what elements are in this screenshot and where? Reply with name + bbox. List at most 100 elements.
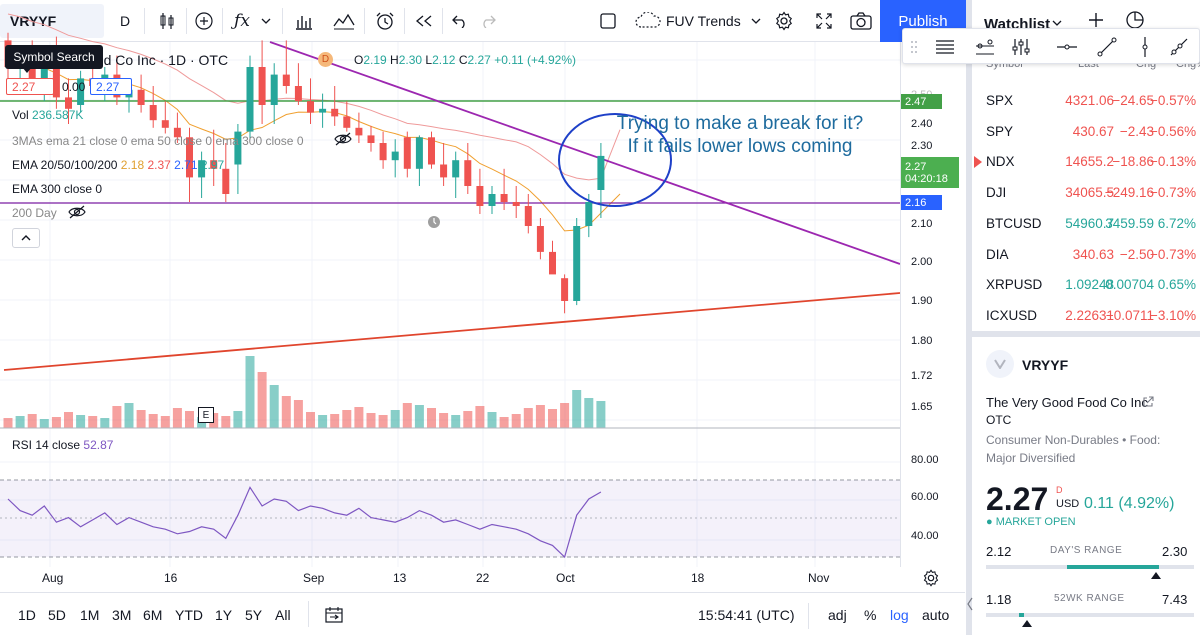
range-5d-button[interactable]: 5D <box>48 606 66 623</box>
details-industry[interactable]: Major Diversified <box>986 451 1076 465</box>
watchlist-dropdown-icon[interactable] <box>1052 17 1062 29</box>
candle-body <box>161 120 169 128</box>
axis-settings-gear-icon[interactable] <box>922 569 940 592</box>
text-align-icon[interactable] <box>931 33 959 61</box>
ask-price-box[interactable]: 2.27 <box>90 78 132 95</box>
purple-line-price-label: 2.16 <box>901 195 942 210</box>
details-sector-line: Consumer Non-Durables • Food: <box>986 433 1161 447</box>
range-all-button[interactable]: All <box>275 606 291 623</box>
log-toggle[interactable]: log <box>890 606 909 623</box>
bid-price-box[interactable]: 2.27 <box>6 78 54 95</box>
range-1m-button[interactable]: 1M <box>80 606 100 623</box>
auto-toggle[interactable]: auto <box>922 606 950 623</box>
panel-scroll-arrow-icon[interactable] <box>966 596 974 616</box>
interval-button[interactable]: D <box>110 0 140 42</box>
watchlist-chgp: 0.65% <box>1157 277 1196 293</box>
right-sidebar: Watchlist Symbol Last Chg Chg% SPX4321.0… <box>966 0 1200 635</box>
watchlist-row[interactable]: XRPUSD 1.09248 0.00704 0.65% <box>972 269 1200 300</box>
candle-body <box>512 202 520 206</box>
price-axis[interactable]: 2.50 2.40 2.30 2.20 2.10 2.00 1.90 1.80 … <box>900 42 965 567</box>
layout-selector-button[interactable]: FUV Trends <box>634 0 764 42</box>
ema300-legend: EMA 300 close 0 <box>12 182 103 196</box>
clock-timezone[interactable]: 15:54:41 (UTC) <box>698 606 795 623</box>
dividend-marker[interactable]: D <box>318 52 333 67</box>
range-1y-button[interactable]: 1Y <box>215 606 233 623</box>
earnings-marker[interactable]: E <box>198 407 214 423</box>
range-5y-button[interactable]: 5Y <box>245 606 263 623</box>
undo-icon[interactable] <box>448 0 472 42</box>
sliders-icon[interactable] <box>1007 33 1035 61</box>
ray-line-icon[interactable] <box>1165 33 1193 61</box>
range-1d-button[interactable]: 1D <box>18 606 36 623</box>
watchlist-symbol: DJI <box>986 185 1007 201</box>
candle-body <box>597 155 605 190</box>
settings-gear-icon[interactable] <box>770 0 798 42</box>
percent-toggle[interactable]: % <box>864 606 877 623</box>
details-sector[interactable]: Consumer Non-Durables <box>986 433 1119 447</box>
range-3m-button[interactable]: 3M <box>112 606 132 623</box>
collapse-legend-button[interactable] <box>12 228 40 248</box>
add-symbol-icon[interactable] <box>1088 12 1104 33</box>
watchlist-last: 2.22631 <box>1065 307 1114 323</box>
symbol-search-button[interactable]: VRYYF <box>0 4 104 38</box>
range-ytd-button[interactable]: YTD <box>175 606 203 623</box>
hidden-eye-icon[interactable] <box>334 132 352 151</box>
chart-annotation[interactable]: Trying to make a break for it? If it fai… <box>595 112 885 158</box>
watchlist-row[interactable]: SPY 430.67 −2.43 −0.56% <box>972 116 1200 147</box>
ask-text: 2.27 <box>96 79 120 94</box>
watchlist-row[interactable]: DJI 34065.5 −249.16 −0.73% <box>972 177 1200 208</box>
replay-icon[interactable] <box>410 0 438 42</box>
uptrend-line <box>3 292 900 371</box>
fullscreen-icon[interactable] <box>810 0 838 42</box>
price-chart[interactable] <box>0 0 900 592</box>
vertical-line-icon[interactable] <box>1131 33 1159 61</box>
alert-clock-icon[interactable] <box>370 0 400 42</box>
horizontal-line-icon[interactable] <box>1053 33 1081 61</box>
candle-body <box>319 108 327 113</box>
details-company-name[interactable]: The Very Good Food Co Inc <box>986 395 1148 410</box>
drag-handle-icon[interactable] <box>905 33 923 61</box>
camera-snapshot-icon[interactable] <box>846 0 876 42</box>
volume-bar <box>366 413 376 428</box>
candle-body <box>391 151 399 161</box>
chevron-down-icon[interactable] <box>258 0 274 42</box>
layout-square-icon[interactable] <box>594 0 622 42</box>
candles-icon[interactable] <box>150 0 184 42</box>
watchlist-row[interactable]: ICXUSD 2.22631 −0.0711 −3.10% <box>972 300 1200 331</box>
goto-date-icon[interactable] <box>325 593 343 635</box>
panel-divider <box>972 331 1200 337</box>
hidden-eye-icon[interactable] <box>68 205 86 224</box>
time-tick: 16 <box>164 571 178 585</box>
bars-chart-icon[interactable] <box>288 0 320 42</box>
templates-icon[interactable] <box>328 0 360 42</box>
watchlist-row[interactable]: SPX 4321.06 −24.65 −0.57% <box>972 85 1200 116</box>
rsi-value: 52.87 <box>83 438 114 452</box>
cloud-icon <box>635 12 661 28</box>
downtrend-line <box>269 41 900 265</box>
watchlist-chgp: −0.13% <box>1150 154 1197 170</box>
add-compare-icon[interactable] <box>190 0 218 42</box>
toolbar-divider <box>186 8 187 34</box>
volume-bar <box>402 403 412 428</box>
watchlist-row[interactable]: BTCUSD 54960.7 3459.59 6.72% <box>972 208 1200 239</box>
interval-text: D <box>119 13 131 29</box>
ema-200-value: 2.97 <box>200 158 225 172</box>
wk-range-fill <box>1019 613 1024 617</box>
redo-icon[interactable] <box>476 0 500 42</box>
volume-bar <box>112 406 122 428</box>
trend-line-icon[interactable] <box>1093 33 1121 61</box>
details-symbol[interactable]: VRYYF <box>1022 357 1069 373</box>
close-value: 2.27 <box>467 53 491 67</box>
trend-angle-icon[interactable] <box>971 33 999 61</box>
watchlist-row[interactable]: DIA 340.63 −2.50 −0.73% <box>972 239 1200 270</box>
adj-toggle[interactable]: adj <box>828 606 847 623</box>
external-link-icon[interactable] <box>1142 395 1154 413</box>
watchlist-row[interactable]: NDX 14655.2 −18.86 −0.13% <box>972 146 1200 177</box>
range-6m-button[interactable]: 6M <box>143 606 163 623</box>
candle-body <box>198 160 206 178</box>
indicators-fx-icon[interactable]: ƒx <box>234 11 250 31</box>
details-industry-1[interactable]: Food: <box>1129 433 1161 447</box>
candle-body <box>343 116 351 128</box>
candle-body <box>307 101 314 113</box>
